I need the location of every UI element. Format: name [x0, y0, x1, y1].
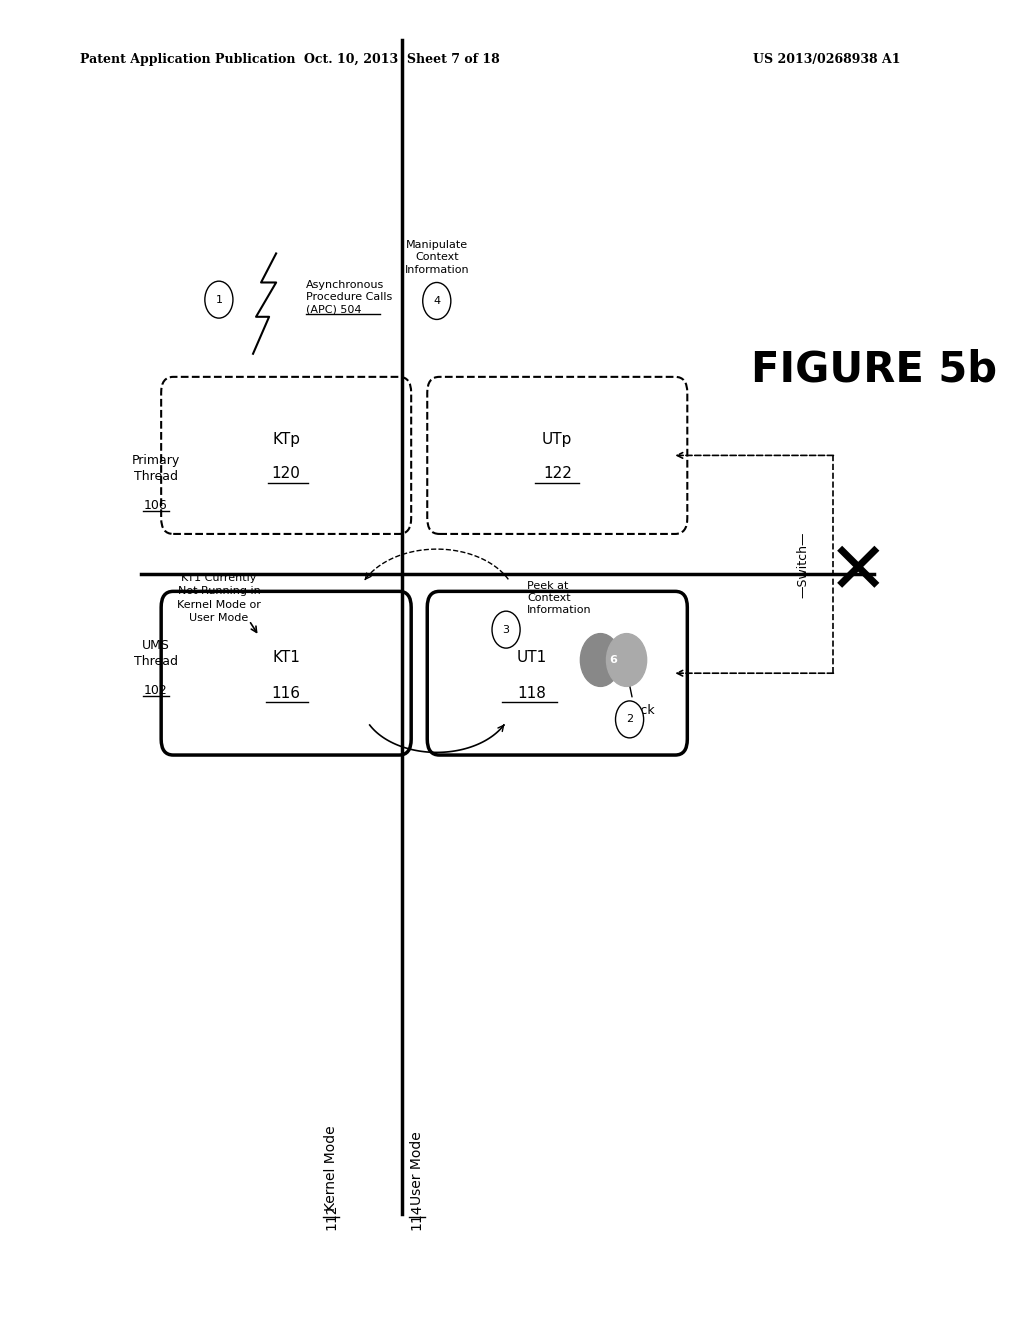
Text: ✕: ✕	[828, 540, 889, 609]
Text: Manipulate
Context
Information: Manipulate Context Information	[404, 240, 469, 275]
Circle shape	[205, 281, 232, 318]
Circle shape	[606, 634, 646, 686]
Text: KTp: KTp	[272, 432, 300, 447]
Text: 118: 118	[518, 685, 547, 701]
Text: FIGURE 5b: FIGURE 5b	[751, 348, 996, 391]
Text: Primary
Thread: Primary Thread	[131, 454, 180, 483]
Text: 122: 122	[543, 466, 571, 482]
Circle shape	[615, 701, 644, 738]
Text: 2: 2	[626, 714, 633, 725]
Text: UMS
Thread: UMS Thread	[134, 639, 177, 668]
FancyBboxPatch shape	[427, 378, 687, 533]
Text: 106: 106	[143, 499, 168, 512]
Text: 6: 6	[609, 655, 617, 665]
Text: 114: 114	[410, 1204, 424, 1230]
Text: 1: 1	[215, 294, 222, 305]
Text: 116: 116	[271, 685, 301, 701]
Text: Asynchronous
Procedure Calls
(APC) 504: Asynchronous Procedure Calls (APC) 504	[306, 280, 392, 314]
Text: —Switch—: —Switch—	[797, 531, 810, 598]
Text: KT1 Currently
Not Running in
Kernel Mode or
User Mode: KT1 Currently Not Running in Kernel Mode…	[177, 573, 261, 623]
Text: Patent Application Publication: Patent Application Publication	[80, 53, 296, 66]
FancyBboxPatch shape	[427, 591, 687, 755]
Text: 120: 120	[271, 466, 301, 482]
Text: 112: 112	[325, 1204, 338, 1230]
Text: 3: 3	[503, 624, 510, 635]
FancyBboxPatch shape	[161, 591, 412, 755]
FancyBboxPatch shape	[161, 378, 412, 533]
Circle shape	[423, 282, 451, 319]
Text: 102: 102	[143, 684, 168, 697]
Text: KT1: KT1	[272, 649, 300, 665]
Text: UT1: UT1	[517, 649, 547, 665]
Text: Peek at
Context
Information: Peek at Context Information	[527, 581, 592, 615]
Text: UTp: UTp	[542, 432, 572, 447]
Circle shape	[581, 634, 621, 686]
Circle shape	[492, 611, 520, 648]
Text: User Mode: User Mode	[410, 1131, 424, 1205]
Text: US 2013/0268938 A1: US 2013/0268938 A1	[753, 53, 900, 66]
Text: 4: 4	[433, 296, 440, 306]
Text: Lock: Lock	[627, 704, 655, 717]
Text: Kernel Mode: Kernel Mode	[325, 1126, 338, 1210]
Text: Oct. 10, 2013  Sheet 7 of 18: Oct. 10, 2013 Sheet 7 of 18	[304, 53, 500, 66]
